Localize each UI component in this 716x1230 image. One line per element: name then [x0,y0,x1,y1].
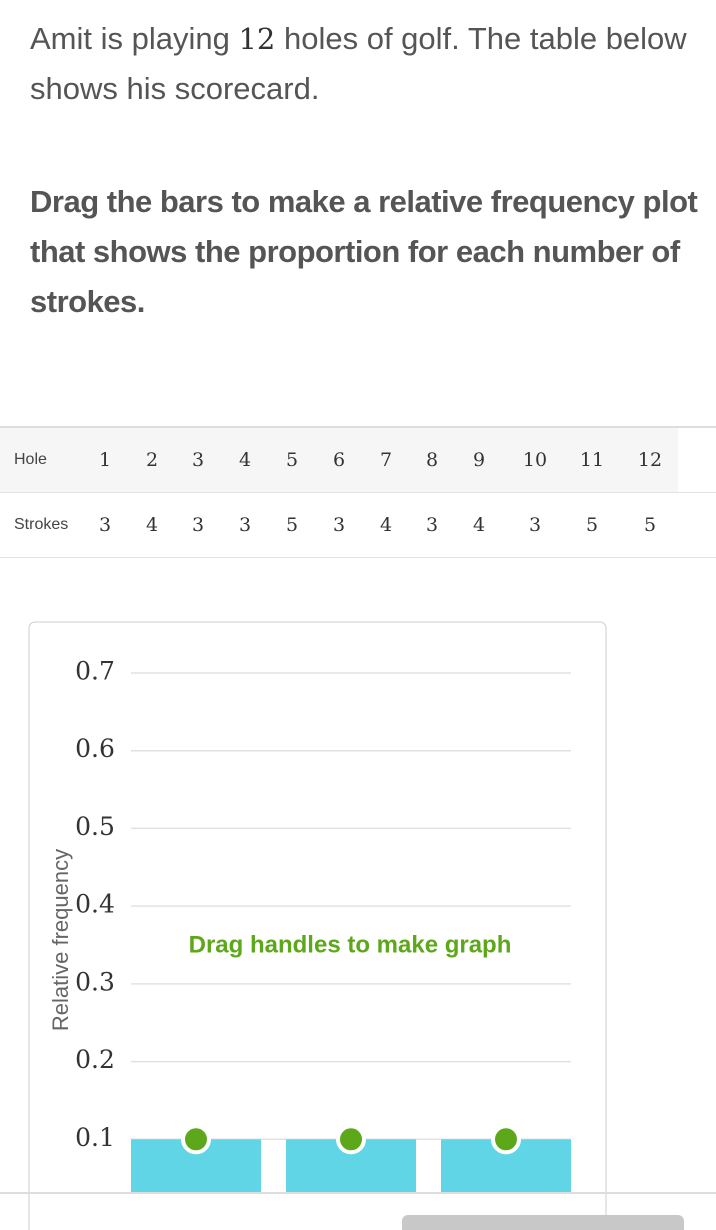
y-axis-label: Relative frequency [48,849,73,1031]
table-cell: 4 [472,514,486,536]
table-cell: 3 [425,514,439,536]
y-tick-label: 0.1 [75,1123,115,1152]
table-cell: 4 [145,514,159,536]
question: Amit is playing 12 holes of golf. The ta… [30,14,690,114]
table-cell: 3 [98,514,112,536]
scorecard-table: Hole 1 2 3 4 5 6 7 8 9 10 11 12 Strokes 3 4 3 3 5 3 4 3 4 3 5 5 [0,426,716,558]
instruction: Drag the bars to make a relative frequen… [30,184,698,319]
y-tick-label: 0.5 [75,812,115,841]
row-header: Hole [14,451,47,468]
table-cell: 5 [285,514,299,536]
question-number: 12 [238,22,276,56]
y-tick-label: 0.4 [75,890,115,919]
y-tick-label: 0.6 [75,734,115,763]
table-cell: 8 [425,449,439,471]
table-cell: 3 [191,449,205,471]
annotation: Drag handles to make graph [189,931,512,958]
question-text: holes of golf. The table below shows his… [30,21,687,106]
table-cell: 3 [191,514,205,536]
y-tick-label: 0.3 [75,967,115,996]
table-cell: 7 [379,449,393,471]
table-cell: 12 [637,449,663,471]
table-cell: 1 [98,449,112,471]
table-cell: 2 [145,449,159,471]
row-header: Strokes [14,516,69,533]
y-tick-label: 0.7 [75,657,115,686]
drag-handle[interactable] [336,1124,366,1155]
table-cell: 4 [238,449,252,471]
check-button[interactable] [402,1215,684,1230]
chart-card [28,621,607,1230]
table-cell: 5 [643,514,657,536]
y-tick-label: 0.2 [75,1045,115,1074]
table-cell: 3 [332,514,346,536]
table-row: Strokes 3 4 3 3 5 3 4 3 4 3 5 5 [0,493,716,558]
table-cell: 11 [579,449,605,471]
question-text: Amit is playing [30,21,239,56]
table-row: Hole 1 2 3 4 5 6 7 8 9 10 11 12 [0,428,716,493]
table-cell: 5 [285,449,299,471]
table-cell: 10 [522,449,548,471]
drag-handle[interactable] [181,1124,211,1155]
table-cell: 3 [528,514,542,536]
table-cell: 5 [585,514,599,536]
table-cell: 6 [332,449,346,471]
table-cell: 9 [472,449,486,471]
drag-handle[interactable] [491,1124,521,1155]
table-cell: 4 [379,514,393,536]
table-cell: 3 [238,514,252,536]
